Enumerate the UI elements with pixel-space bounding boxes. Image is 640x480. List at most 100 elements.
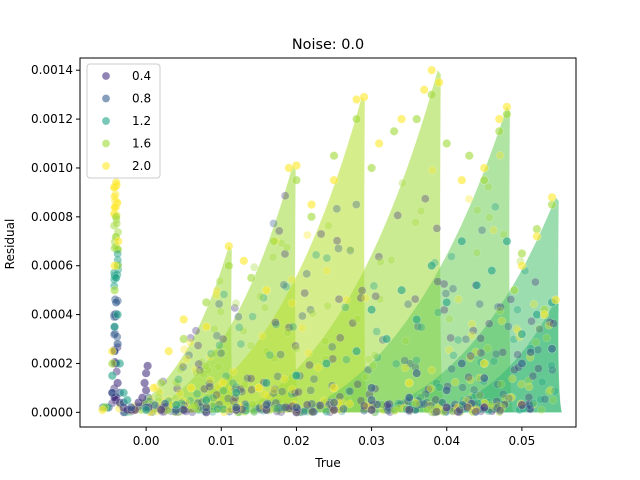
scatter-baseline-point: [433, 407, 442, 416]
scatter-baseline-point: [390, 406, 399, 416]
scatter-texture-point: [467, 392, 477, 401]
scatter-baseline-point: [393, 403, 403, 413]
y-axis-label: Residual: [3, 219, 17, 270]
scatter-baseline-point: [219, 407, 229, 417]
scatter-texture-point: [332, 236, 342, 245]
data-point: [442, 297, 452, 307]
scatter-texture-point: [412, 355, 421, 365]
scatter-texture-point: [230, 303, 240, 313]
scatter-texture-point: [210, 324, 219, 334]
data-point: [291, 371, 301, 381]
scatter-baseline-point: [308, 407, 318, 417]
scatter-texture-point: [501, 393, 510, 403]
x-tick-label: 0.00: [133, 434, 160, 448]
legend-marker: [101, 116, 111, 126]
data-point: [111, 178, 121, 188]
scatter-texture-point: [401, 336, 410, 346]
scatter-texture-point: [201, 361, 210, 371]
scatter-texture-point: [216, 307, 225, 316]
scatter-texture-point: [485, 213, 494, 222]
scatter-texture-point: [214, 381, 223, 391]
scatter-baseline-point: [396, 404, 405, 413]
scatter-texture-point: [274, 226, 284, 236]
scatter-baseline-point: [314, 402, 324, 412]
scatter-baseline-point: [468, 407, 477, 417]
scatter-texture-point: [279, 280, 289, 290]
scatter-baseline-point: [384, 403, 394, 412]
scatter-texture-point: [356, 293, 366, 303]
scatter-baseline-point: [411, 399, 421, 408]
scatter-texture-point: [471, 407, 480, 417]
scatter-baseline-point: [453, 407, 462, 417]
scatter-texture-point: [461, 396, 471, 406]
legend-marker: [101, 94, 111, 104]
scatter-texture-point: [497, 316, 507, 326]
scatter-texture-point: [524, 382, 534, 392]
scatter-texture-point: [191, 326, 201, 336]
scatter-texture-point: [268, 252, 278, 262]
scatter-texture-point: [356, 396, 366, 405]
scatter-texture-point: [216, 349, 226, 358]
scatter-texture-point: [439, 279, 449, 289]
y-tick-label: 0.0000: [31, 405, 73, 419]
scatter-baseline-point: [455, 405, 464, 415]
scatter-texture-point: [476, 348, 486, 358]
scatter-baseline-point: [320, 405, 330, 414]
scatter-texture-point: [470, 399, 479, 409]
data-point: [419, 85, 429, 95]
scatter-texture-point: [496, 379, 506, 389]
data-point: [412, 114, 422, 124]
scatter-baseline-point: [492, 400, 502, 410]
scatter-texture-point: [161, 399, 170, 408]
scatter-texture-point: [491, 349, 501, 359]
scatter-texture-point: [475, 390, 485, 400]
scatter-texture-point: [306, 386, 315, 395]
data-point: [367, 383, 377, 393]
scatter-baseline-point: [377, 400, 387, 409]
scatter-texture-point: [493, 302, 503, 312]
scatter-baseline-point: [322, 407, 331, 416]
scatter-texture-point: [550, 386, 560, 396]
scatter-texture-point: [155, 388, 165, 397]
legend-marker: [101, 71, 111, 81]
scatter-texture-point: [193, 341, 203, 350]
scatter-texture-point: [316, 229, 326, 239]
data-point: [547, 344, 557, 354]
scatter-texture-point: [205, 352, 215, 361]
scatter-texture-point: [489, 225, 498, 235]
scatter-texture-point: [447, 364, 456, 374]
scatter-texture-point: [459, 396, 468, 405]
scatter-baseline-point: [241, 406, 251, 415]
scatter-texture-point: [332, 204, 342, 214]
scatter-texture-point: [236, 339, 246, 349]
scatter-texture-point: [309, 407, 319, 417]
scatter-baseline-point: [470, 406, 479, 416]
data-point: [479, 163, 489, 173]
scatter-texture-point: [250, 407, 259, 417]
scatter-texture-point: [304, 348, 313, 358]
scatter-texture-point: [459, 404, 468, 414]
data-point: [359, 92, 369, 102]
scatter-texture-point: [246, 374, 256, 383]
scatter-texture-point: [465, 353, 475, 363]
scatter-baseline-point: [497, 403, 507, 412]
scatter-texture-point: [447, 252, 456, 261]
scatter-baseline-point: [381, 402, 391, 411]
scatter-texture-point: [260, 303, 270, 312]
scatter-texture-point: [174, 375, 183, 384]
scatter-texture-point: [311, 250, 321, 260]
scatter-texture-point: [346, 245, 355, 255]
data-point: [457, 358, 467, 368]
scatter-texture-point: [219, 386, 228, 395]
scatter-texture-point: [495, 151, 505, 160]
scatter-texture-point: [214, 362, 223, 372]
data-point: [149, 383, 159, 393]
data-point: [140, 378, 150, 388]
scatter-texture-point: [466, 375, 475, 385]
scatter-texture-point: [524, 393, 534, 402]
scatter-texture-point: [417, 323, 426, 332]
scatter-texture-point: [393, 399, 403, 408]
scatter-texture-point: [496, 302, 505, 312]
data-point: [517, 400, 527, 410]
scatter-texture-point: [300, 288, 309, 298]
